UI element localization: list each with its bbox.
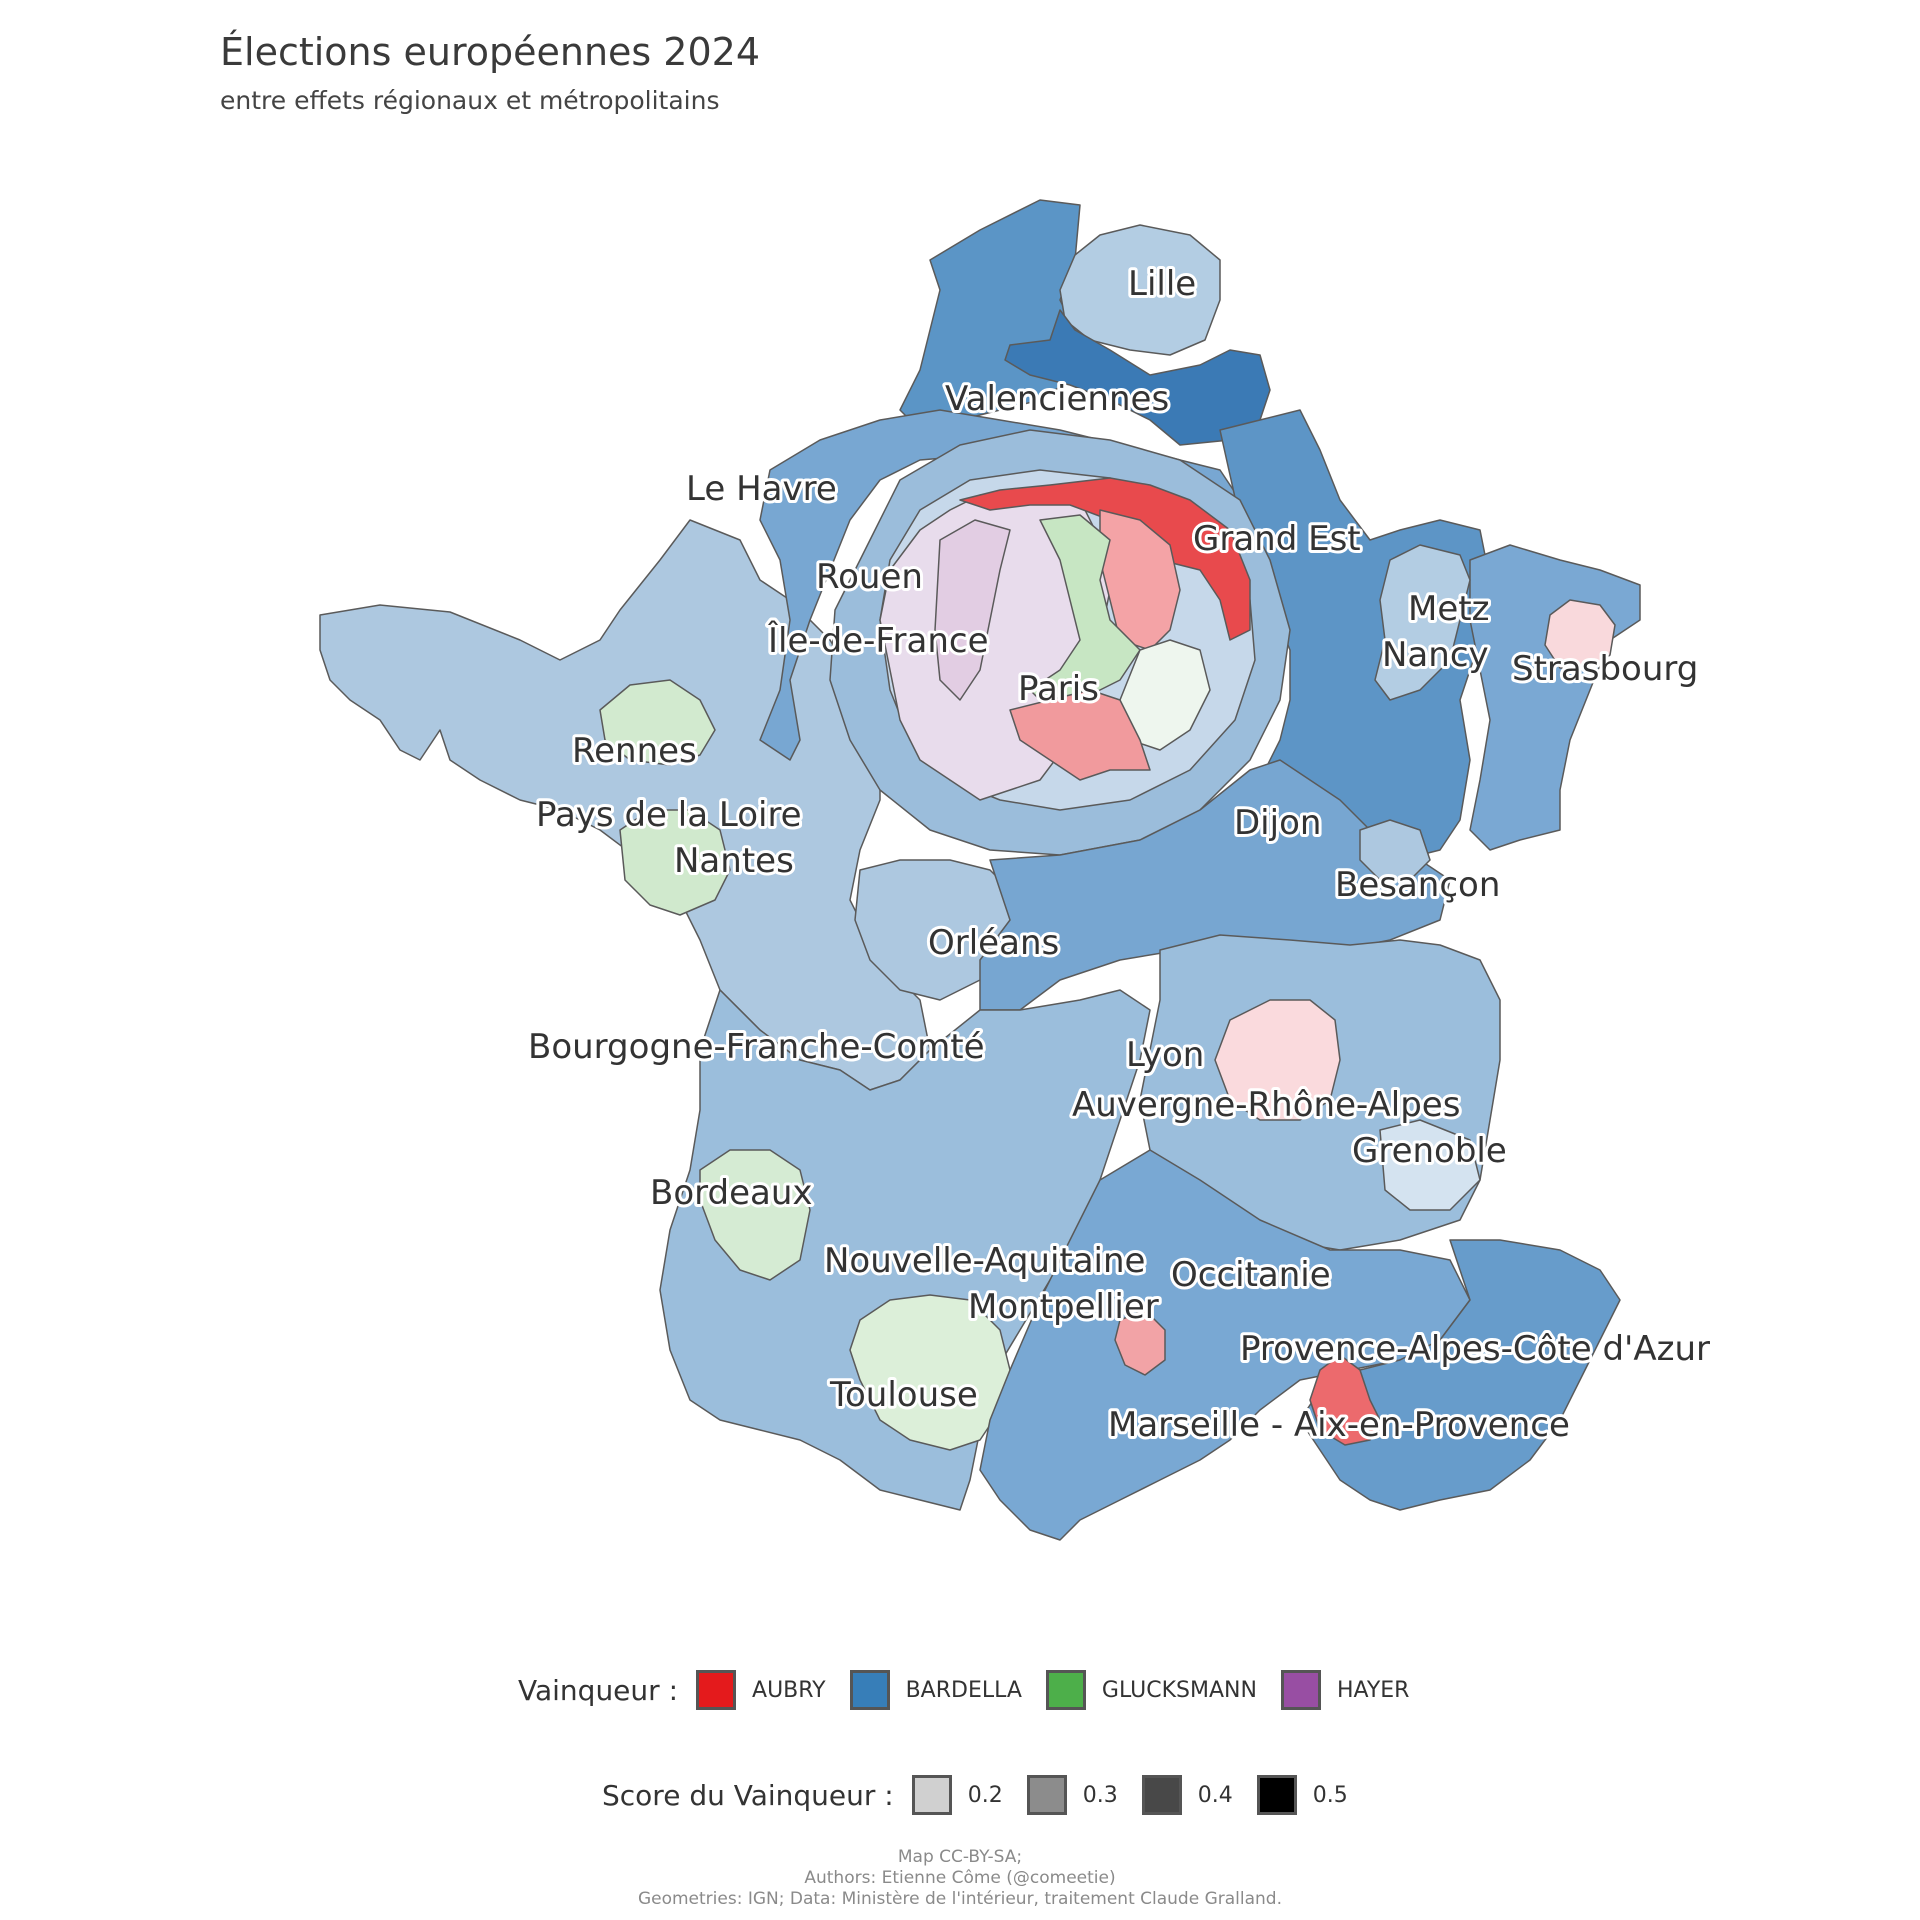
region-paris-west [934, 519, 1011, 701]
legend-label-aubry: AUBRY [752, 1677, 826, 1703]
legend-label-hayer: HAYER [1336, 1677, 1410, 1703]
label-rouen: Rouen [816, 557, 923, 597]
legend-item-score-05: 0.5 [1256, 1775, 1348, 1815]
legend-winner-title: Vainqueur : [518, 1673, 679, 1707]
legend-label-score-05: 0.5 [1312, 1782, 1348, 1808]
legend-item-hayer: HAYER [1280, 1670, 1410, 1710]
label-dijon: Dijon [1234, 803, 1321, 843]
legend-label-glucksmann: GLUCKSMANN [1101, 1677, 1257, 1703]
legend-swatch-score-04 [1141, 1775, 1182, 1815]
region-strasbourg [1544, 599, 1616, 671]
label-occitanie: Occitanie [1171, 1255, 1331, 1295]
region-nantes [619, 809, 731, 916]
legend-item-score-03: 0.3 [1026, 1775, 1118, 1815]
legend-swatch-bardella [849, 1670, 890, 1710]
label-bourgogne-franche-comte: Bourgogne-Franche-Comté [528, 1027, 985, 1067]
credits-license: Map CC-BY-SA; [897, 1847, 1023, 1867]
legend-label-score-02: 0.2 [967, 1782, 1003, 1808]
label-pays-de-la-loire: Pays de la Loire [536, 795, 802, 835]
cartogram-map: Lille Valenciennes Le Havre Grand Est Ro… [319, 199, 1713, 1541]
legend-label-bardella: BARDELLA [905, 1677, 1022, 1703]
map-labels: Lille Valenciennes Le Havre Grand Est Ro… [525, 261, 1713, 1448]
legend-swatch-score-03 [1026, 1775, 1067, 1815]
region-aubry-arc [959, 477, 1251, 641]
region-grand-est [1219, 409, 1491, 881]
label-valenciennes: Valenciennes [945, 379, 1169, 419]
legend-swatch-glucksmann [1045, 1670, 1086, 1710]
region-alsace [1469, 544, 1641, 851]
label-metz: Metz [1408, 589, 1489, 629]
legend-swatch-hayer [1280, 1670, 1321, 1710]
label-nantes: Nantes [674, 841, 794, 881]
label-bordeaux: Bordeaux [650, 1173, 813, 1213]
legend-item-aubry: AUBRY [696, 1670, 826, 1710]
legend-swatch-aubry [696, 1670, 737, 1710]
label-marseille-aix: Marseille - Aix-en-Provence [1108, 1405, 1570, 1445]
region-rennes [599, 679, 716, 766]
region-bordeaux [699, 1149, 811, 1281]
legend-winner: Vainqueur : AUBRY BARDELLA GLUCKSMANN HA… [518, 1670, 1433, 1710]
region-montpellier [1114, 1309, 1166, 1376]
label-nouvelle-aquitaine: Nouvelle-Aquitaine [824, 1241, 1145, 1281]
label-strasbourg: Strasbourg [1512, 649, 1698, 689]
credits-sources: Geometries: IGN; Data: Ministère de l'in… [637, 1889, 1283, 1909]
label-besancon: Besançon [1335, 865, 1500, 905]
legend-swatch-score-05 [1256, 1775, 1297, 1815]
label-orleans: Orléans [928, 923, 1059, 963]
legend-swatch-score-02 [911, 1775, 952, 1815]
label-le-havre: Le Havre [686, 469, 837, 509]
region-aubry-pink [1099, 509, 1181, 651]
region-besancon [1359, 819, 1431, 881]
label-grenoble: Grenoble [1352, 1131, 1507, 1171]
label-lyon: Lyon [1126, 1035, 1204, 1075]
label-grand-est: Grand Est [1193, 519, 1361, 559]
region-paris-south-pink [1009, 689, 1151, 781]
label-paris: Paris [1018, 669, 1099, 709]
region-valenciennes [1004, 309, 1271, 446]
legend-score: Score du Vainqueur : 0.2 0.3 0.4 0.5 [602, 1775, 1372, 1815]
region-marseille [1309, 1354, 1381, 1446]
legend-item-score-02: 0.2 [911, 1775, 1003, 1815]
legend-score-title: Score du Vainqueur : [602, 1778, 894, 1812]
legend-label-score-04: 0.4 [1197, 1782, 1233, 1808]
region-occitanie [979, 1149, 1471, 1541]
label-nancy: Nancy [1382, 635, 1489, 675]
label-lille: Lille [1128, 264, 1196, 304]
label-ile-de-france: Île-de-France [767, 620, 989, 661]
legend-item-glucksmann: GLUCKSMANN [1045, 1670, 1257, 1710]
label-auvergne-rhone-alpes: Auvergne-Rhône-Alpes [1072, 1085, 1460, 1125]
legend-label-score-03: 0.3 [1082, 1782, 1118, 1808]
credits-authors: Authors: Etienne Côme (@comeetie) [804, 1868, 1116, 1888]
map-subtitle: entre effets régionaux et métropolitains [220, 86, 720, 115]
region-lyon [1214, 999, 1341, 1121]
region-metz-nancy [1374, 544, 1471, 701]
legend-item-bardella: BARDELLA [849, 1670, 1022, 1710]
region-grenoble [1379, 1119, 1481, 1211]
label-montpellier: Montpellier [968, 1287, 1159, 1327]
legend-item-score-04: 0.4 [1141, 1775, 1233, 1815]
credits: Map CC-BY-SA; Authors: Etienne Côme (@co… [0, 1847, 1920, 1910]
label-rennes: Rennes [572, 731, 697, 771]
region-paca [1299, 1239, 1621, 1511]
label-provence-alpes-cote-dazur: Provence-Alpes-Côte d'Azur [1240, 1329, 1710, 1369]
map-title: Élections européennes 2024 [220, 30, 761, 74]
label-toulouse: Toulouse [829, 1375, 978, 1415]
